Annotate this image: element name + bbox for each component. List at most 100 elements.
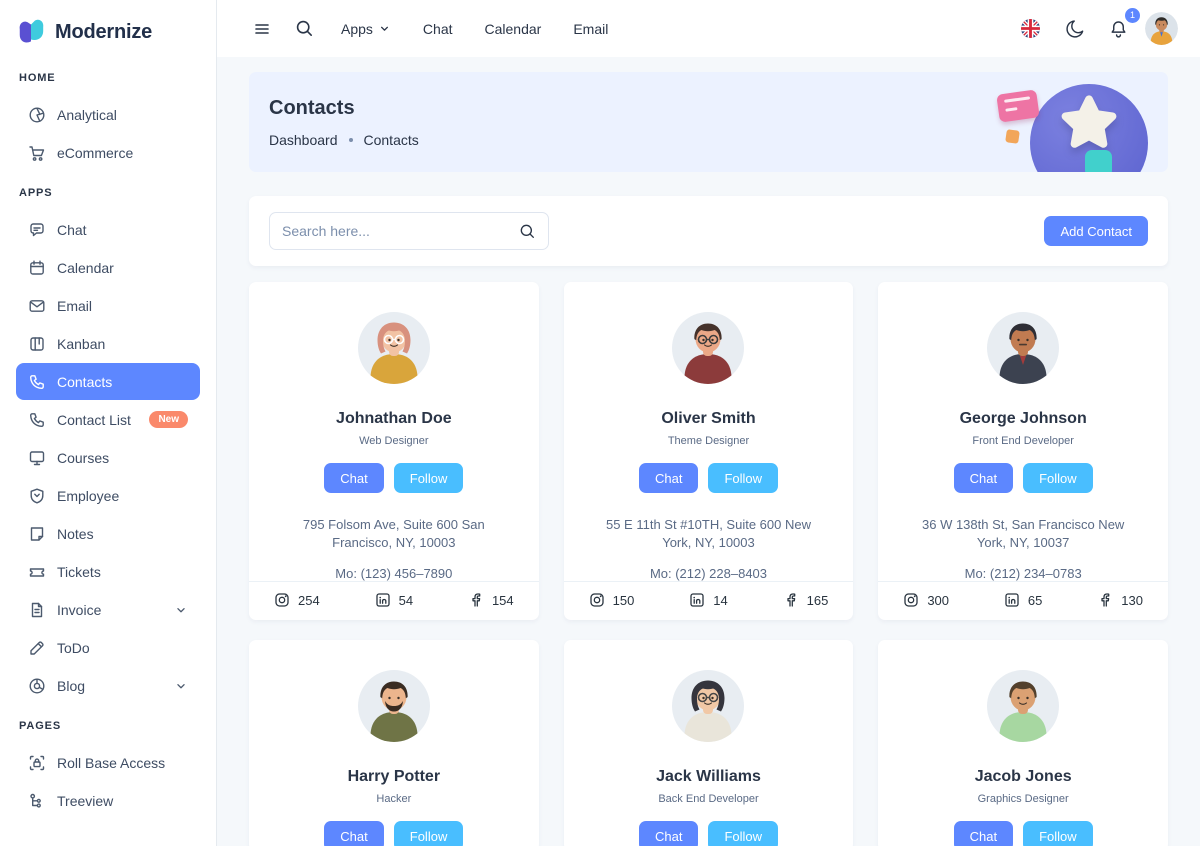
search-box[interactable] [269, 212, 549, 250]
brand-name: Modernize [55, 20, 153, 43]
linkedin-icon [690, 593, 704, 607]
contact-name: Jacob Jones [974, 768, 1072, 786]
instagram-stat: 300 [903, 592, 949, 608]
contact-phone: Mo: (212) 234–0783 [964, 566, 1082, 582]
search-input[interactable] [282, 223, 519, 239]
chat-button[interactable]: Chat [953, 821, 1014, 846]
facebook-stat: 154 [468, 592, 514, 608]
contact-avatar [672, 670, 745, 743]
contact-card: Johnathan Doe Web Designer Chat Follow 7… [249, 282, 539, 621]
contact-social-stats: 254 54 154 [249, 581, 539, 620]
language-flag-button[interactable] [1013, 12, 1047, 46]
sidebar-item-roll-base-access[interactable]: Roll Base Access [16, 744, 200, 781]
content-area: Contacts Dashboard Contacts Add Contact [217, 57, 1200, 846]
contact-role: Theme Designer [667, 435, 750, 447]
illustration-square-teal [1085, 150, 1112, 172]
sidebar-item-chat[interactable]: Chat [16, 211, 200, 248]
contact-name: Harry Potter [347, 768, 441, 786]
contact-card: Oliver Smith Theme Designer Chat Follow … [563, 282, 854, 621]
aperture-icon [29, 106, 45, 123]
contact-role: Front End Developer [972, 435, 1074, 447]
contact-social-stats: 150 14 165 [563, 581, 854, 620]
ticket-icon [29, 567, 45, 577]
sidebar-item-contacts[interactable]: Contacts [16, 363, 200, 400]
dark-mode-toggle[interactable] [1057, 12, 1091, 46]
sidebar-item-email[interactable]: Email [16, 287, 200, 324]
sidebar-item-notes[interactable]: Notes [16, 515, 200, 552]
contact-phone: Mo: (123) 456–7890 [335, 566, 453, 582]
pencil-icon [30, 640, 44, 655]
contacts-grid: Johnathan Doe Web Designer Chat Follow 7… [249, 282, 1168, 846]
page-header-banner: Contacts Dashboard Contacts [249, 72, 1168, 172]
bell-icon [1110, 21, 1126, 38]
modernize-logo-icon [19, 19, 44, 43]
linkedin-stat: 65 [1004, 592, 1042, 608]
brand-logo[interactable]: Modernize [0, 0, 216, 56]
phone-icon [30, 412, 44, 427]
chat-button[interactable]: Chat [953, 463, 1014, 493]
section-label-apps: APPS [19, 187, 53, 199]
breadcrumb-home-link[interactable]: Dashboard [269, 132, 338, 148]
follow-button[interactable]: Follow [708, 463, 779, 493]
contacts-toolbar: Add Contact [249, 196, 1168, 266]
nav-chat[interactable]: Chat [422, 20, 453, 37]
contact-card: Jacob Jones Graphics Designer Chat Follo… [878, 640, 1168, 846]
facebook-icon [786, 593, 795, 607]
sidebar-nav: HOME Analytical eCommerce APPS Chat Cale… [0, 56, 216, 826]
moon-icon [1065, 20, 1083, 38]
linkedin-icon [1005, 593, 1019, 607]
instagram-icon [590, 593, 604, 607]
chat-button[interactable]: Chat [324, 821, 384, 846]
contact-card: George Johnson Front End Developer Chat … [878, 282, 1168, 621]
sidebar-item-courses[interactable]: Courses [16, 439, 200, 476]
page-title: Contacts [269, 97, 355, 119]
contact-role: Back End Developer [658, 793, 759, 806]
linkedin-stat: 54 [375, 592, 413, 608]
sidebar-item-analytical[interactable]: Analytical [16, 96, 200, 133]
search-button[interactable] [287, 12, 321, 46]
breadcrumb-current: Contacts [363, 132, 419, 148]
employee-badge-icon [30, 488, 44, 503]
sidebar-item-ecommerce[interactable]: eCommerce [16, 134, 200, 171]
contact-social-stats: 300 65 130 [878, 581, 1168, 620]
illustration-card [996, 89, 1040, 123]
sidebar-item-invoice[interactable]: Invoice [16, 591, 200, 628]
search-icon [296, 20, 312, 36]
contact-avatar [672, 312, 745, 384]
contact-role: Graphics Designer [977, 793, 1069, 806]
user-avatar[interactable] [1145, 12, 1178, 45]
sidebar-item-blog[interactable]: Blog [16, 667, 200, 704]
nav-apps[interactable]: Apps [329, 13, 403, 45]
contact-avatar [987, 312, 1060, 384]
contact-card: Harry Potter Hacker Chat Follow [249, 640, 539, 846]
breadcrumb: Dashboard Contacts [269, 132, 1168, 148]
contact-address: 36 W 138th St, San Francisco New York, N… [922, 517, 1125, 550]
follow-button[interactable]: Follow [1023, 821, 1093, 846]
chat-button[interactable]: Chat [638, 821, 699, 846]
blog-donut-icon [29, 677, 45, 694]
chat-button[interactable]: Chat [638, 463, 699, 493]
contact-avatar [357, 670, 430, 743]
hamburger-menu-button[interactable] [245, 12, 279, 46]
notifications-button[interactable]: 1 [1101, 7, 1140, 46]
follow-button[interactable]: Follow [708, 821, 779, 846]
nav-calendar[interactable]: Calendar [484, 20, 542, 37]
sidebar-item-treeview[interactable]: Treeview [16, 782, 200, 819]
sidebar-item-kanban[interactable]: Kanban [16, 325, 200, 362]
sidebar-item-employee[interactable]: Employee [16, 477, 200, 514]
sidebar-item-contact-list[interactable]: Contact List New [16, 401, 200, 438]
add-contact-button[interactable]: Add Contact [1044, 216, 1148, 246]
follow-button[interactable]: Follow [1023, 463, 1093, 493]
banner-illustration [990, 72, 1150, 172]
nav-email[interactable]: Email [573, 20, 609, 37]
topbar: Apps Chat Calendar Email [217, 0, 1200, 57]
illustration-square-orange [1005, 129, 1020, 144]
sidebar-item-tickets[interactable]: Tickets [16, 553, 200, 590]
sidebar-item-todo[interactable]: ToDo [16, 629, 200, 666]
chat-button[interactable]: Chat [324, 463, 384, 493]
follow-button[interactable]: Follow [393, 463, 464, 493]
section-label-home: HOME [19, 72, 56, 84]
sidebar: Modernize HOME Analytical eCommerce APPS… [0, 0, 217, 846]
sidebar-item-calendar[interactable]: Calendar [16, 249, 200, 286]
follow-button[interactable]: Follow [393, 821, 464, 846]
